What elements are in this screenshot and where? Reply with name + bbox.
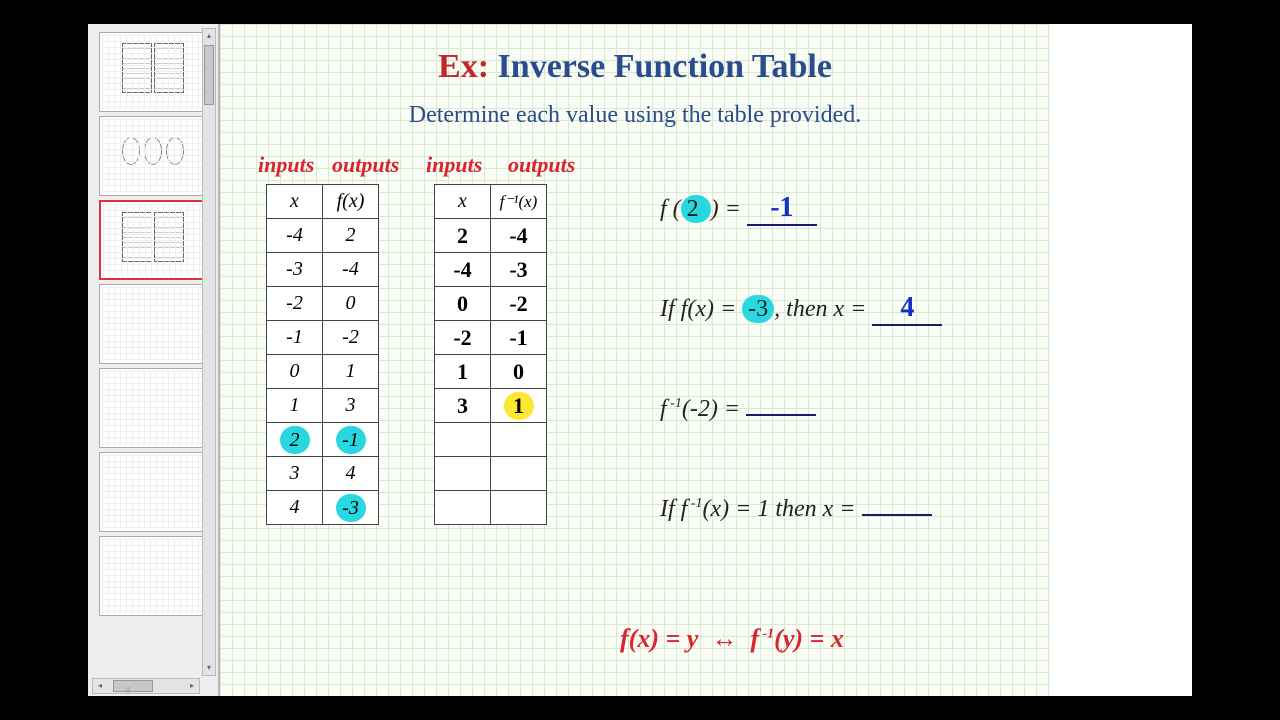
- finv-cell: -2: [491, 287, 547, 321]
- finv-cell: -4: [435, 253, 491, 287]
- function-table: x f(x) -42 -3-4 -20 -1-2 01 13 2 -1 34 4…: [266, 184, 379, 525]
- vertical-scroll-thumb[interactable]: [204, 45, 214, 105]
- finv-cell-highlighted: 1: [491, 389, 547, 423]
- outputs-label-2: outputs: [508, 152, 575, 178]
- f-cell: 4: [323, 457, 379, 491]
- slide-thumbnail-3[interactable]: [99, 200, 207, 280]
- horizontal-scroll-thumb[interactable]: |||: [113, 680, 153, 692]
- equation-3: f -1(-2) =: [660, 396, 816, 423]
- f-cell: 3: [267, 457, 323, 491]
- finv-cell: -2: [435, 321, 491, 355]
- finv-table-header-x: x: [435, 185, 491, 219]
- f-cell: 3: [323, 389, 379, 423]
- f-cell: 2: [323, 219, 379, 253]
- finv-cell: -1: [491, 321, 547, 355]
- slide-subtitle: Determine each value using the table pro…: [220, 102, 1050, 129]
- finv-table-header-fx: f⁻¹(x): [491, 185, 547, 219]
- slide-thumbnail-6[interactable]: [99, 452, 207, 532]
- finv-cell: 0: [435, 287, 491, 321]
- finv-cell: [435, 423, 491, 457]
- finv-cell: [491, 491, 547, 525]
- f-cell: 4: [267, 491, 323, 525]
- outputs-label-1: outputs: [332, 152, 399, 178]
- f-cell: 1: [267, 389, 323, 423]
- equation-4: If f -1(x) = 1 then x =: [660, 496, 932, 523]
- thumbnail-vertical-scrollbar[interactable]: ▴ ▾: [202, 28, 216, 676]
- f-cell-highlighted: 2: [267, 423, 323, 457]
- thumbnail-horizontal-scrollbar[interactable]: ◂ ||| ▸: [92, 678, 200, 694]
- inputs-label-1: inputs: [258, 152, 314, 178]
- f-cell: -4: [267, 219, 323, 253]
- scroll-right-arrow-icon[interactable]: ▸: [185, 679, 199, 693]
- equation-1: f (2) = -1: [660, 192, 817, 226]
- f-cell: -3: [267, 253, 323, 287]
- slide-thumbnail-2[interactable]: [99, 116, 207, 196]
- app-frame: ▴ ▾ ◂ ||| ▸ Ex: Inverse Function Table D…: [88, 24, 1192, 696]
- f-cell: -2: [267, 287, 323, 321]
- finv-cell: [435, 491, 491, 525]
- finv-cell: 3: [435, 389, 491, 423]
- slide-thumbnail-4[interactable]: [99, 284, 207, 364]
- f-cell-highlighted: -1: [323, 423, 379, 457]
- slide-thumbnail-5[interactable]: [99, 368, 207, 448]
- scroll-left-arrow-icon[interactable]: ◂: [93, 679, 107, 693]
- finv-cell: -4: [491, 219, 547, 253]
- finv-cell: 1: [435, 355, 491, 389]
- scroll-up-arrow-icon[interactable]: ▴: [203, 29, 215, 43]
- finv-cell: 0: [491, 355, 547, 389]
- title-text: Inverse Function Table: [498, 48, 832, 85]
- f-cell: -2: [323, 321, 379, 355]
- f-cell: 1: [323, 355, 379, 389]
- f-cell: -1: [267, 321, 323, 355]
- finv-cell: [491, 457, 547, 491]
- main-slide: Ex: Inverse Function Table Determine eac…: [220, 24, 1192, 696]
- finv-cell: [491, 423, 547, 457]
- f-table-header-x: x: [267, 185, 323, 219]
- inputs-label-2: inputs: [426, 152, 482, 178]
- slide-thumbnail-1[interactable]: [99, 32, 207, 112]
- finv-cell: -3: [491, 253, 547, 287]
- title-prefix: Ex:: [438, 48, 489, 85]
- finv-cell: 2: [435, 219, 491, 253]
- slide-title: Ex: Inverse Function Table: [220, 48, 1050, 86]
- thumbnail-panel: ▴ ▾ ◂ ||| ▸: [88, 24, 220, 696]
- slide-thumbnail-7[interactable]: [99, 536, 207, 616]
- equation-2: If f(x) = -3, then x = 4: [660, 292, 942, 326]
- f-table-header-fx: f(x): [323, 185, 379, 219]
- f-cell: -4: [323, 253, 379, 287]
- scroll-down-arrow-icon[interactable]: ▾: [203, 661, 215, 675]
- finv-cell: [435, 457, 491, 491]
- inverse-function-table: x f⁻¹(x) 2-4 -4-3 0-2 -2-1 10 3 1: [434, 184, 547, 525]
- f-cell: 0: [323, 287, 379, 321]
- f-cell-highlighted: -3: [323, 491, 379, 525]
- inverse-relationship-formula: f(x) = y ↔ f -1(y) = x: [620, 624, 844, 654]
- f-cell: 0: [267, 355, 323, 389]
